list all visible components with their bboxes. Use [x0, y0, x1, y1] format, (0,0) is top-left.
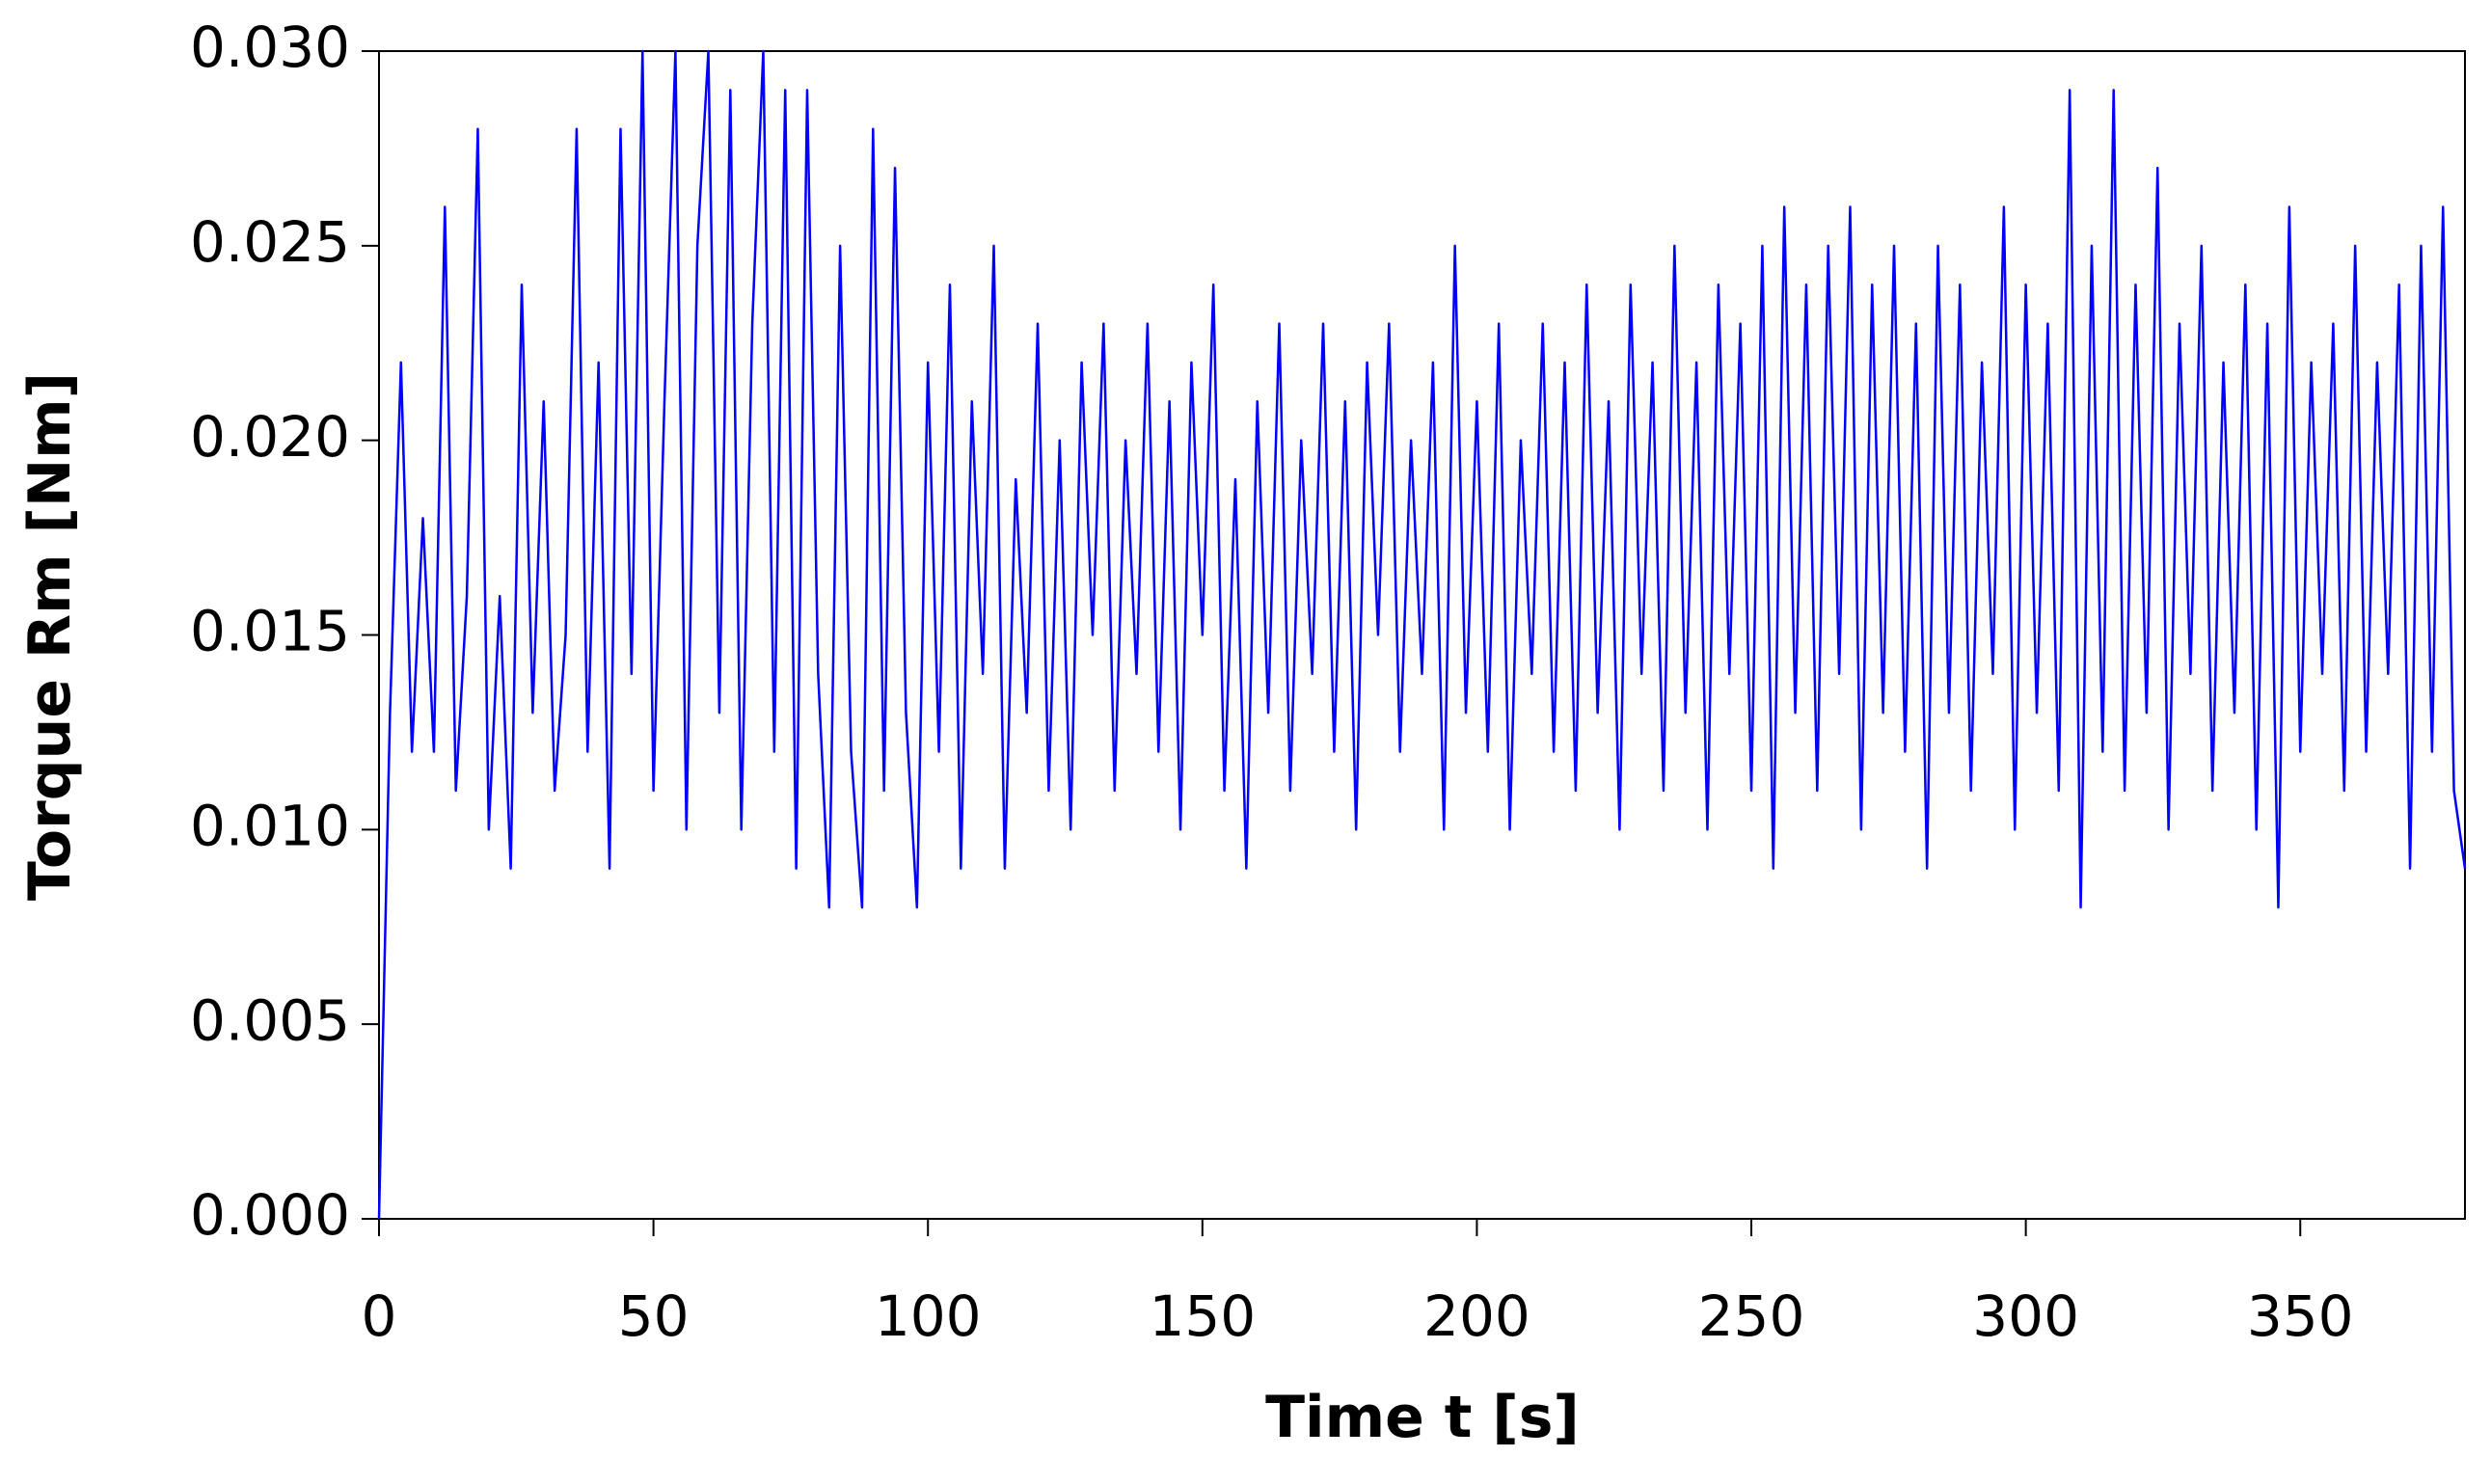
x-tick-label: 250 [1698, 1283, 1805, 1349]
y-tick-label: 0.015 [190, 599, 350, 664]
data-line [377, 49, 2467, 1220]
y-axis-title: Torque Rm [Nm] [16, 372, 84, 901]
y-tick-label: 0.025 [190, 209, 350, 275]
x-tick-label: 350 [2247, 1283, 2354, 1349]
x-tick-label: 200 [1423, 1283, 1530, 1349]
y-tick-label: 0.020 [190, 404, 350, 470]
y-tick-label: 0.030 [190, 14, 350, 80]
y-tick-label: 0.005 [190, 987, 350, 1053]
x-tick-label: 100 [875, 1283, 982, 1349]
x-tick-label: 300 [1972, 1283, 2079, 1349]
x-tick-label: 0 [362, 1283, 397, 1349]
plot-frame [378, 50, 2466, 1220]
x-tick-label: 50 [618, 1283, 690, 1349]
x-axis-title: Time t [s] [1265, 1384, 1580, 1451]
y-tick-label: 0.010 [190, 793, 350, 858]
x-tick-label: 150 [1149, 1283, 1256, 1349]
y-tick-label: 0.000 [190, 1182, 350, 1248]
